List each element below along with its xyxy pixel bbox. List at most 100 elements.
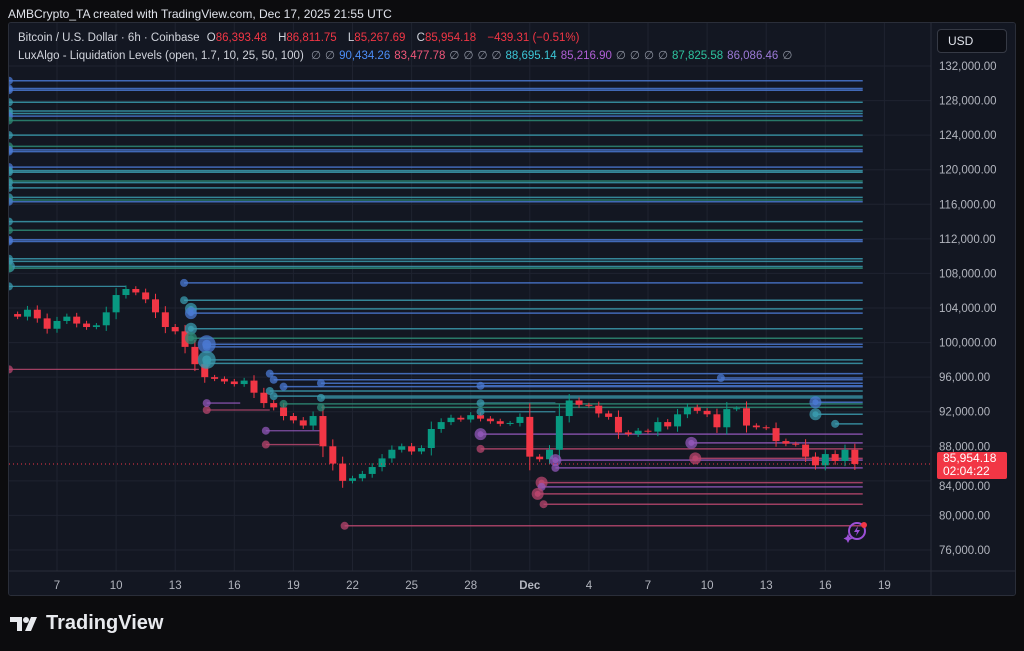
candle (270, 400, 278, 411)
candle (683, 403, 691, 419)
liquidation-bubble (9, 168, 13, 177)
candle-body (811, 456, 819, 466)
candle (575, 397, 583, 408)
candle-body (250, 380, 258, 393)
candle (339, 456, 347, 488)
candle-body (624, 432, 632, 435)
candle-body (634, 430, 642, 435)
candle (378, 454, 386, 472)
candle (112, 288, 120, 320)
chart-panel[interactable]: 132,000.00 128,000.00 124,000.00 120,000.00… (8, 22, 1016, 596)
candle (605, 410, 613, 420)
liquidation-bubble (476, 444, 485, 453)
candle-body (733, 408, 741, 410)
liquidation-bubble-core (477, 431, 484, 438)
symbol-name[interactable]: Bitcoin / U.S. Dollar · 6h · Coinbase (18, 32, 200, 44)
time-tick-label: 7 (645, 580, 651, 592)
liquidation-bubble (551, 463, 560, 472)
liquidation-bubble (316, 379, 325, 388)
indicator-value: 86,086.46 (727, 50, 779, 62)
liquidation-bubble (9, 365, 13, 374)
candle-body (73, 316, 81, 324)
indicator-value: 87,825.58 (672, 50, 724, 62)
liquidation-levels (9, 79, 863, 527)
price-chart[interactable]: 132,000.00 128,000.00 124,000.00 120,000.00… (9, 23, 1016, 596)
candle-body (368, 467, 376, 474)
candle (762, 425, 770, 431)
time-tick-label: Dec (519, 580, 541, 592)
candle (260, 387, 268, 408)
candle-body (83, 323, 91, 328)
candle (14, 311, 22, 320)
candle-body (486, 418, 494, 422)
liquidation-bubble (340, 521, 349, 530)
candle-body (14, 314, 22, 317)
candle (329, 439, 337, 471)
open-value: 86,393.48 (215, 32, 267, 44)
candle (230, 378, 238, 387)
candle-body (23, 309, 31, 317)
currency-button[interactable]: USD (937, 29, 1007, 53)
candle-body (683, 407, 691, 415)
candle-body (220, 378, 228, 382)
candle (595, 401, 603, 418)
candle-body (427, 429, 435, 449)
candle-body (230, 381, 238, 385)
liquidation-bubble-core (187, 335, 194, 342)
candle-body (851, 449, 859, 464)
liquidation-bubble (261, 426, 270, 435)
liquidation-bubble (476, 381, 485, 390)
candle (831, 450, 839, 465)
candle (240, 377, 248, 387)
price-tick-label: 112,000.00 (939, 234, 996, 246)
liquidation-bubble (9, 217, 13, 226)
candle-body (723, 409, 731, 428)
candle (802, 439, 810, 463)
low-value: 85,267.69 (354, 32, 406, 44)
candle (664, 419, 672, 430)
chart-credit: AMBCrypto_TA created with TradingView.co… (8, 7, 392, 21)
candle (142, 288, 150, 304)
change-value: −439.31 (−0.51%) (487, 32, 580, 44)
indicator-legend: LuxAlgo - Liquidation Levels (open, 1.7,… (18, 48, 800, 62)
ai-flash-icon[interactable] (843, 522, 868, 543)
time-tick-label: 16 (228, 580, 241, 592)
price-tick-label: 124,000.00 (939, 130, 997, 142)
candle-body (605, 413, 613, 417)
liquidation-bubble (9, 131, 13, 140)
close-label: C (416, 32, 425, 44)
candle (792, 441, 800, 447)
high-value: 86,811.75 (286, 32, 337, 44)
time-tick-label: 19 (287, 580, 300, 592)
candle (624, 430, 632, 437)
candle-body (703, 410, 711, 415)
open-label: O (206, 32, 216, 44)
null-value: ∅ (657, 50, 668, 62)
liquidation-bubble (9, 76, 13, 85)
candle-body (743, 408, 750, 426)
liquidation-bubble (9, 197, 13, 206)
candle (349, 475, 356, 484)
liquidation-bubble-core (552, 457, 559, 464)
candle (398, 443, 406, 453)
liquidation-bubble (269, 375, 278, 384)
price-tick-label: 84,000.00 (939, 481, 990, 493)
candle (713, 408, 721, 433)
candle-body (457, 417, 465, 420)
candle-body (644, 430, 652, 432)
liquidation-bubble (202, 342, 211, 351)
candle-body (211, 377, 219, 379)
candle (23, 305, 31, 321)
candle-body (339, 463, 347, 481)
indicator-name[interactable]: LuxAlgo - Liquidation Levels (open, 1.7,… (18, 50, 304, 62)
null-value: ∅ (782, 50, 793, 62)
candle (427, 421, 435, 456)
time-tick-label: 28 (464, 580, 477, 592)
candle-body (280, 407, 288, 417)
liquidation-bubble (539, 500, 548, 509)
candle (821, 448, 829, 471)
liquidation-bubble (279, 382, 288, 391)
candle (83, 320, 91, 330)
price-tick-label: 108,000.00 (939, 268, 997, 280)
tradingview-logo[interactable]: TradingView (10, 612, 163, 635)
